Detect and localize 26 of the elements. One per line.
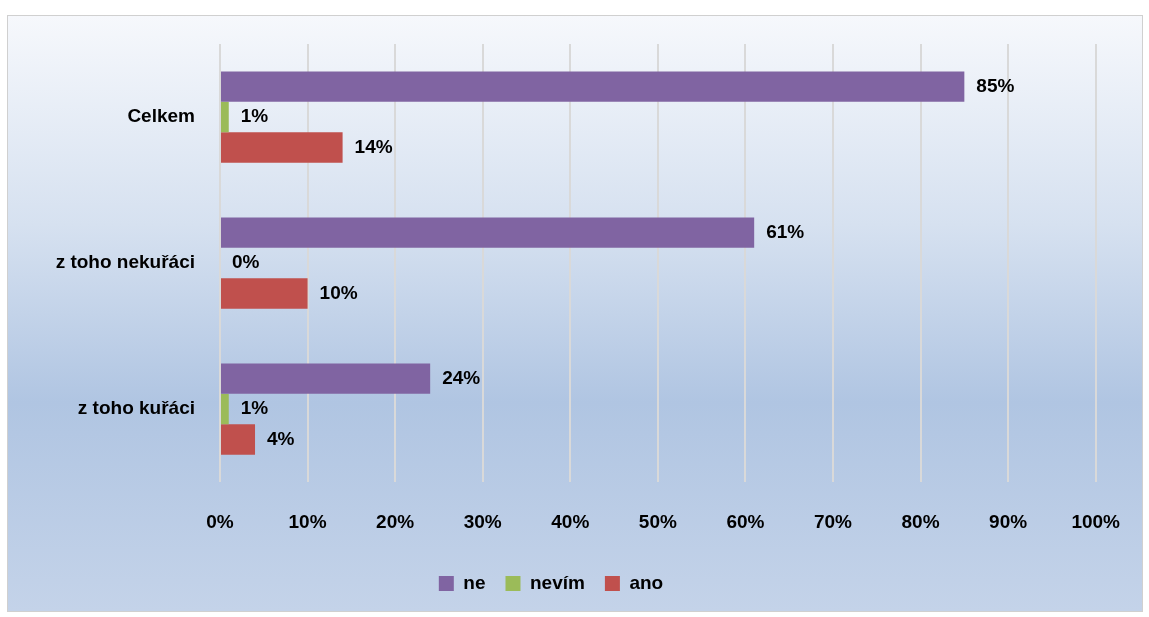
x-tick-label: 50% [638, 510, 677, 532]
y-tick-label: Celkem [127, 105, 195, 127]
legend-label: nevím [529, 571, 585, 593]
x-tick-label: 70% [813, 510, 853, 532]
data-label: 1% [240, 105, 269, 127]
y-tick-label: z toho nekuřáci [55, 251, 195, 273]
data-label: 1% [240, 397, 269, 419]
x-tick-label: 10% [288, 510, 327, 532]
x-tick-label: 0% [206, 510, 234, 532]
y-tick-label: z toho kuřáci [77, 397, 195, 419]
x-tick-label: 100% [1071, 510, 1121, 532]
x-tick-label: 20% [376, 510, 415, 532]
data-label: 24% [442, 366, 481, 388]
data-label: 10% [319, 281, 358, 303]
x-tick-label: 30% [463, 510, 502, 532]
legend-label: ne [463, 571, 486, 593]
data-label: 61% [766, 220, 805, 242]
x-tick-label: 90% [989, 510, 1028, 532]
x-tick-label: 60% [726, 510, 765, 532]
data-label: 0% [232, 251, 260, 273]
legend-label: ano [629, 571, 664, 593]
data-label: 4% [267, 427, 295, 449]
x-tick-label: 80% [901, 510, 940, 532]
data-label: 14% [354, 135, 393, 157]
data-label: 85% [976, 74, 1015, 96]
x-tick-label: 40% [551, 510, 590, 532]
